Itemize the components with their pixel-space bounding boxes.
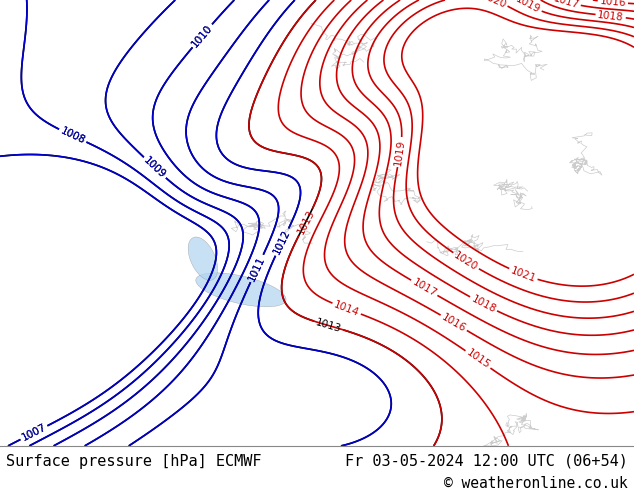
Text: Fr 03-05-2024 12:00 UTC (06+54): Fr 03-05-2024 12:00 UTC (06+54) — [345, 454, 628, 469]
Text: 1007: 1007 — [20, 422, 48, 443]
Text: 1011: 1011 — [247, 254, 267, 283]
Text: 1018: 1018 — [469, 294, 498, 315]
Text: 1012: 1012 — [272, 228, 292, 256]
Text: 1017: 1017 — [410, 277, 438, 299]
Text: 1018: 1018 — [597, 10, 624, 23]
Text: 1013: 1013 — [295, 208, 316, 236]
Text: 1014: 1014 — [332, 299, 361, 318]
Text: 1019: 1019 — [514, 0, 542, 15]
Text: 1021: 1021 — [509, 265, 538, 284]
Text: 1013: 1013 — [314, 317, 343, 334]
Text: 1010: 1010 — [190, 23, 214, 49]
Text: 1009: 1009 — [142, 155, 168, 180]
Ellipse shape — [196, 273, 286, 307]
Text: 1009: 1009 — [142, 155, 168, 180]
Text: 1015: 1015 — [464, 348, 491, 371]
Text: 1017: 1017 — [552, 0, 580, 10]
Text: © weatheronline.co.uk: © weatheronline.co.uk — [444, 476, 628, 490]
Text: 1008: 1008 — [59, 125, 87, 146]
Text: Surface pressure [hPa] ECMWF: Surface pressure [hPa] ECMWF — [6, 454, 262, 469]
Text: 1011: 1011 — [247, 254, 267, 283]
Text: 1008: 1008 — [59, 125, 87, 146]
Text: 1016: 1016 — [440, 312, 468, 334]
Text: 1007: 1007 — [20, 422, 48, 443]
Text: 1012: 1012 — [272, 228, 292, 256]
Text: 1010: 1010 — [190, 23, 214, 49]
Text: 1016: 1016 — [599, 0, 626, 8]
Text: 1020: 1020 — [480, 0, 508, 10]
Text: 1019: 1019 — [393, 138, 407, 166]
Text: 1020: 1020 — [452, 250, 480, 272]
Ellipse shape — [188, 237, 217, 280]
